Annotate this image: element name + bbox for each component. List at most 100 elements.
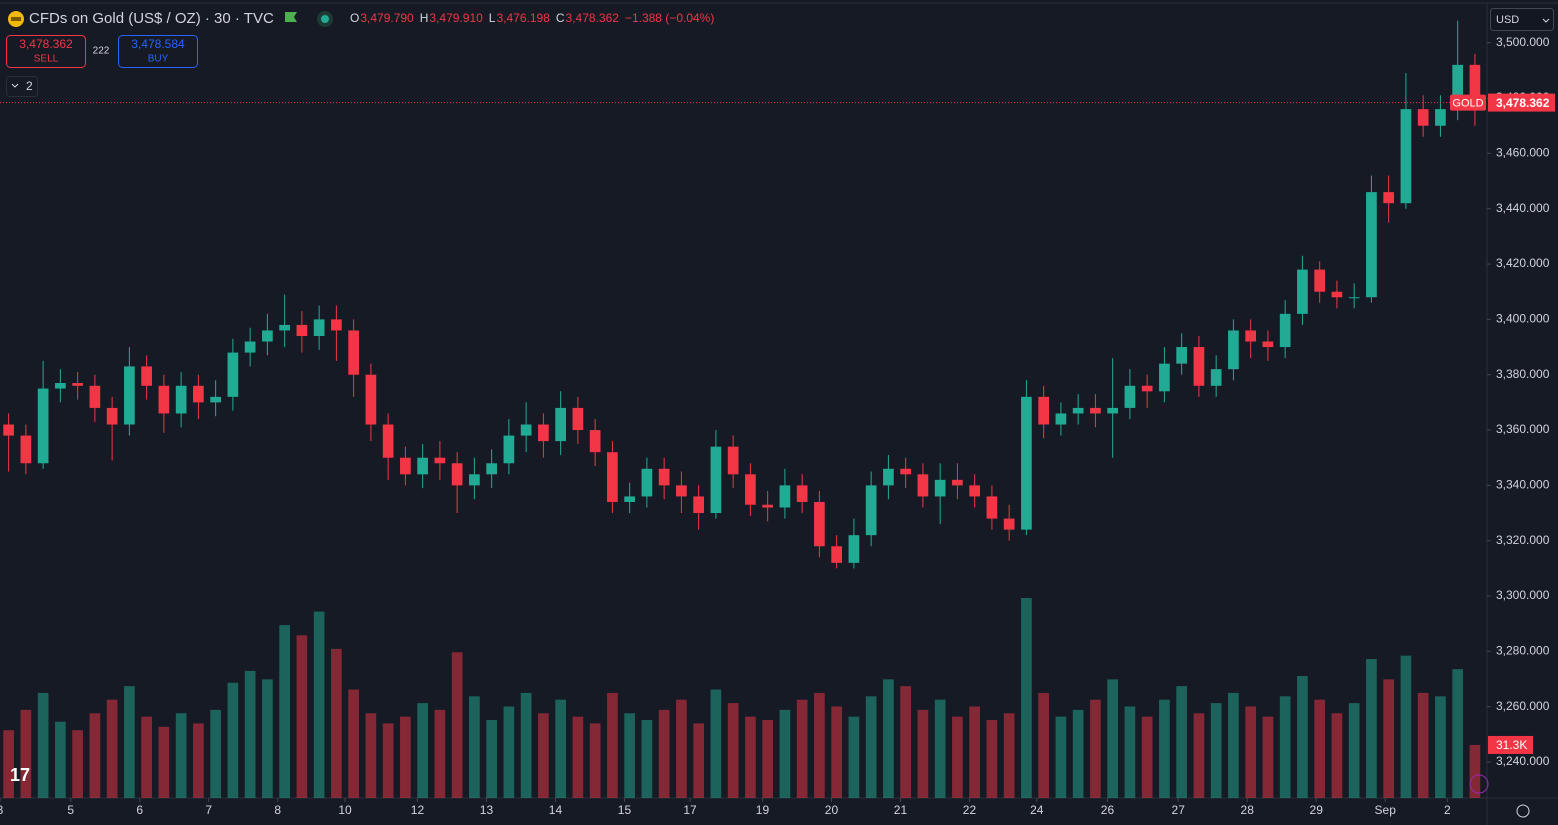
sell-button[interactable] [6,35,86,68]
candle-body [106,407,118,425]
sell-label[interactable]: SELL [34,54,59,65]
volume-bar [503,706,515,798]
logo[interactable]: 17 [10,765,30,785]
candle-body [676,485,687,497]
price-label: 3,478.362 [1496,96,1550,110]
volume-bar [210,709,221,798]
volume-bar [538,713,549,798]
candle-body [1159,363,1170,392]
flag-icon[interactable] [285,12,297,22]
volume-bar [520,692,532,798]
candle-body [158,385,170,414]
y-tick-label: 3,380.000 [1496,367,1550,381]
candle-body [1176,347,1188,364]
candle-body [469,474,480,486]
candle-body [434,457,446,464]
settings-icon[interactable] [1516,804,1530,818]
volume-bar [1417,692,1429,798]
candle-body [89,385,101,408]
candle-body [37,388,49,464]
volume-bar [55,721,66,798]
volume-bar [831,706,843,798]
candle-body [1435,109,1446,126]
candle-body [1193,347,1205,386]
candle-body [382,424,394,458]
x-tick-label: 20 [825,803,839,817]
volume-bar [3,730,14,798]
candle-body [175,385,187,414]
buy-price[interactable]: 3,478.584 [131,37,185,51]
volume-layer [3,598,1481,798]
volume-bar [710,689,722,798]
volume-bar [434,709,446,798]
buy-button[interactable] [118,35,198,68]
symbol-title[interactable]: CFDs on Gold (US$ / OZ) · 30 · TVC [29,10,274,27]
candle-body [503,435,515,464]
volume-bar [1400,655,1412,798]
lightning-icon[interactable] [1469,774,1489,794]
x-tick-label: 17 [683,803,697,817]
volume-bar [89,713,101,798]
candle-body [348,330,359,375]
volume-bar [762,720,773,798]
volume-bar [969,706,981,798]
volume-bar [883,679,894,798]
volume-bar [486,720,497,798]
volume-bar [848,716,860,798]
candle-body [1400,109,1412,204]
candle-body [831,546,843,563]
volume-bar [1435,696,1446,798]
candle-body [900,468,912,475]
candle-body [1228,330,1239,370]
volume-bar [1090,699,1101,798]
x-tick-label: 2 [1444,803,1451,817]
candle-body [313,319,325,336]
volume-bar [1021,598,1032,798]
y-tick-label: 3,340.000 [1496,478,1550,492]
x-tick-label: 15 [618,803,632,817]
volume-bar [865,696,877,798]
x-tick-label: 14 [549,803,563,817]
volume-bar [555,699,566,798]
volume-bar [589,723,601,798]
volume-bar [124,686,135,798]
indicators-toggle[interactable] [6,76,38,97]
indicators-count[interactable]: 2 [26,79,33,93]
volume-bar [1452,669,1464,798]
volume-bar [1124,706,1136,798]
currency[interactable]: USD [1496,14,1519,26]
volume-bar [279,625,290,798]
ohlc-legend: O 3,479.790 H 3,479.910 L 3,476.198 C 3,478.362… [350,11,714,25]
candle-body [1366,192,1377,298]
buy-label[interactable]: BUY [148,54,169,65]
volume-bar [676,699,687,798]
candle-body [244,341,256,353]
volume-bar [1314,699,1326,798]
candle-body [227,352,239,397]
volume-bar [141,716,152,798]
volume-bar [624,713,635,798]
volume-bar [313,611,325,798]
candle-body [331,319,342,331]
candle-body [1090,407,1101,414]
volume-bar [193,723,204,798]
volume-bar [469,696,480,798]
candle-body [538,424,549,442]
volume-bar [607,692,618,798]
candle-body [710,446,722,514]
y-tick-label: 3,300.000 [1496,588,1550,602]
candle-body [1314,269,1326,292]
volume-bar [814,692,825,798]
sell-price[interactable]: 3,478.362 [19,37,73,51]
candle-body [986,496,998,519]
volume-bar [572,716,584,798]
candle-body [1417,109,1429,126]
volume-bar [641,720,653,798]
volume-bar [1245,706,1257,798]
candle-body [262,330,273,342]
candle-body [1383,192,1395,204]
currency-select[interactable] [1490,8,1554,31]
volume-bar [1262,716,1274,798]
candle-body [365,374,377,425]
